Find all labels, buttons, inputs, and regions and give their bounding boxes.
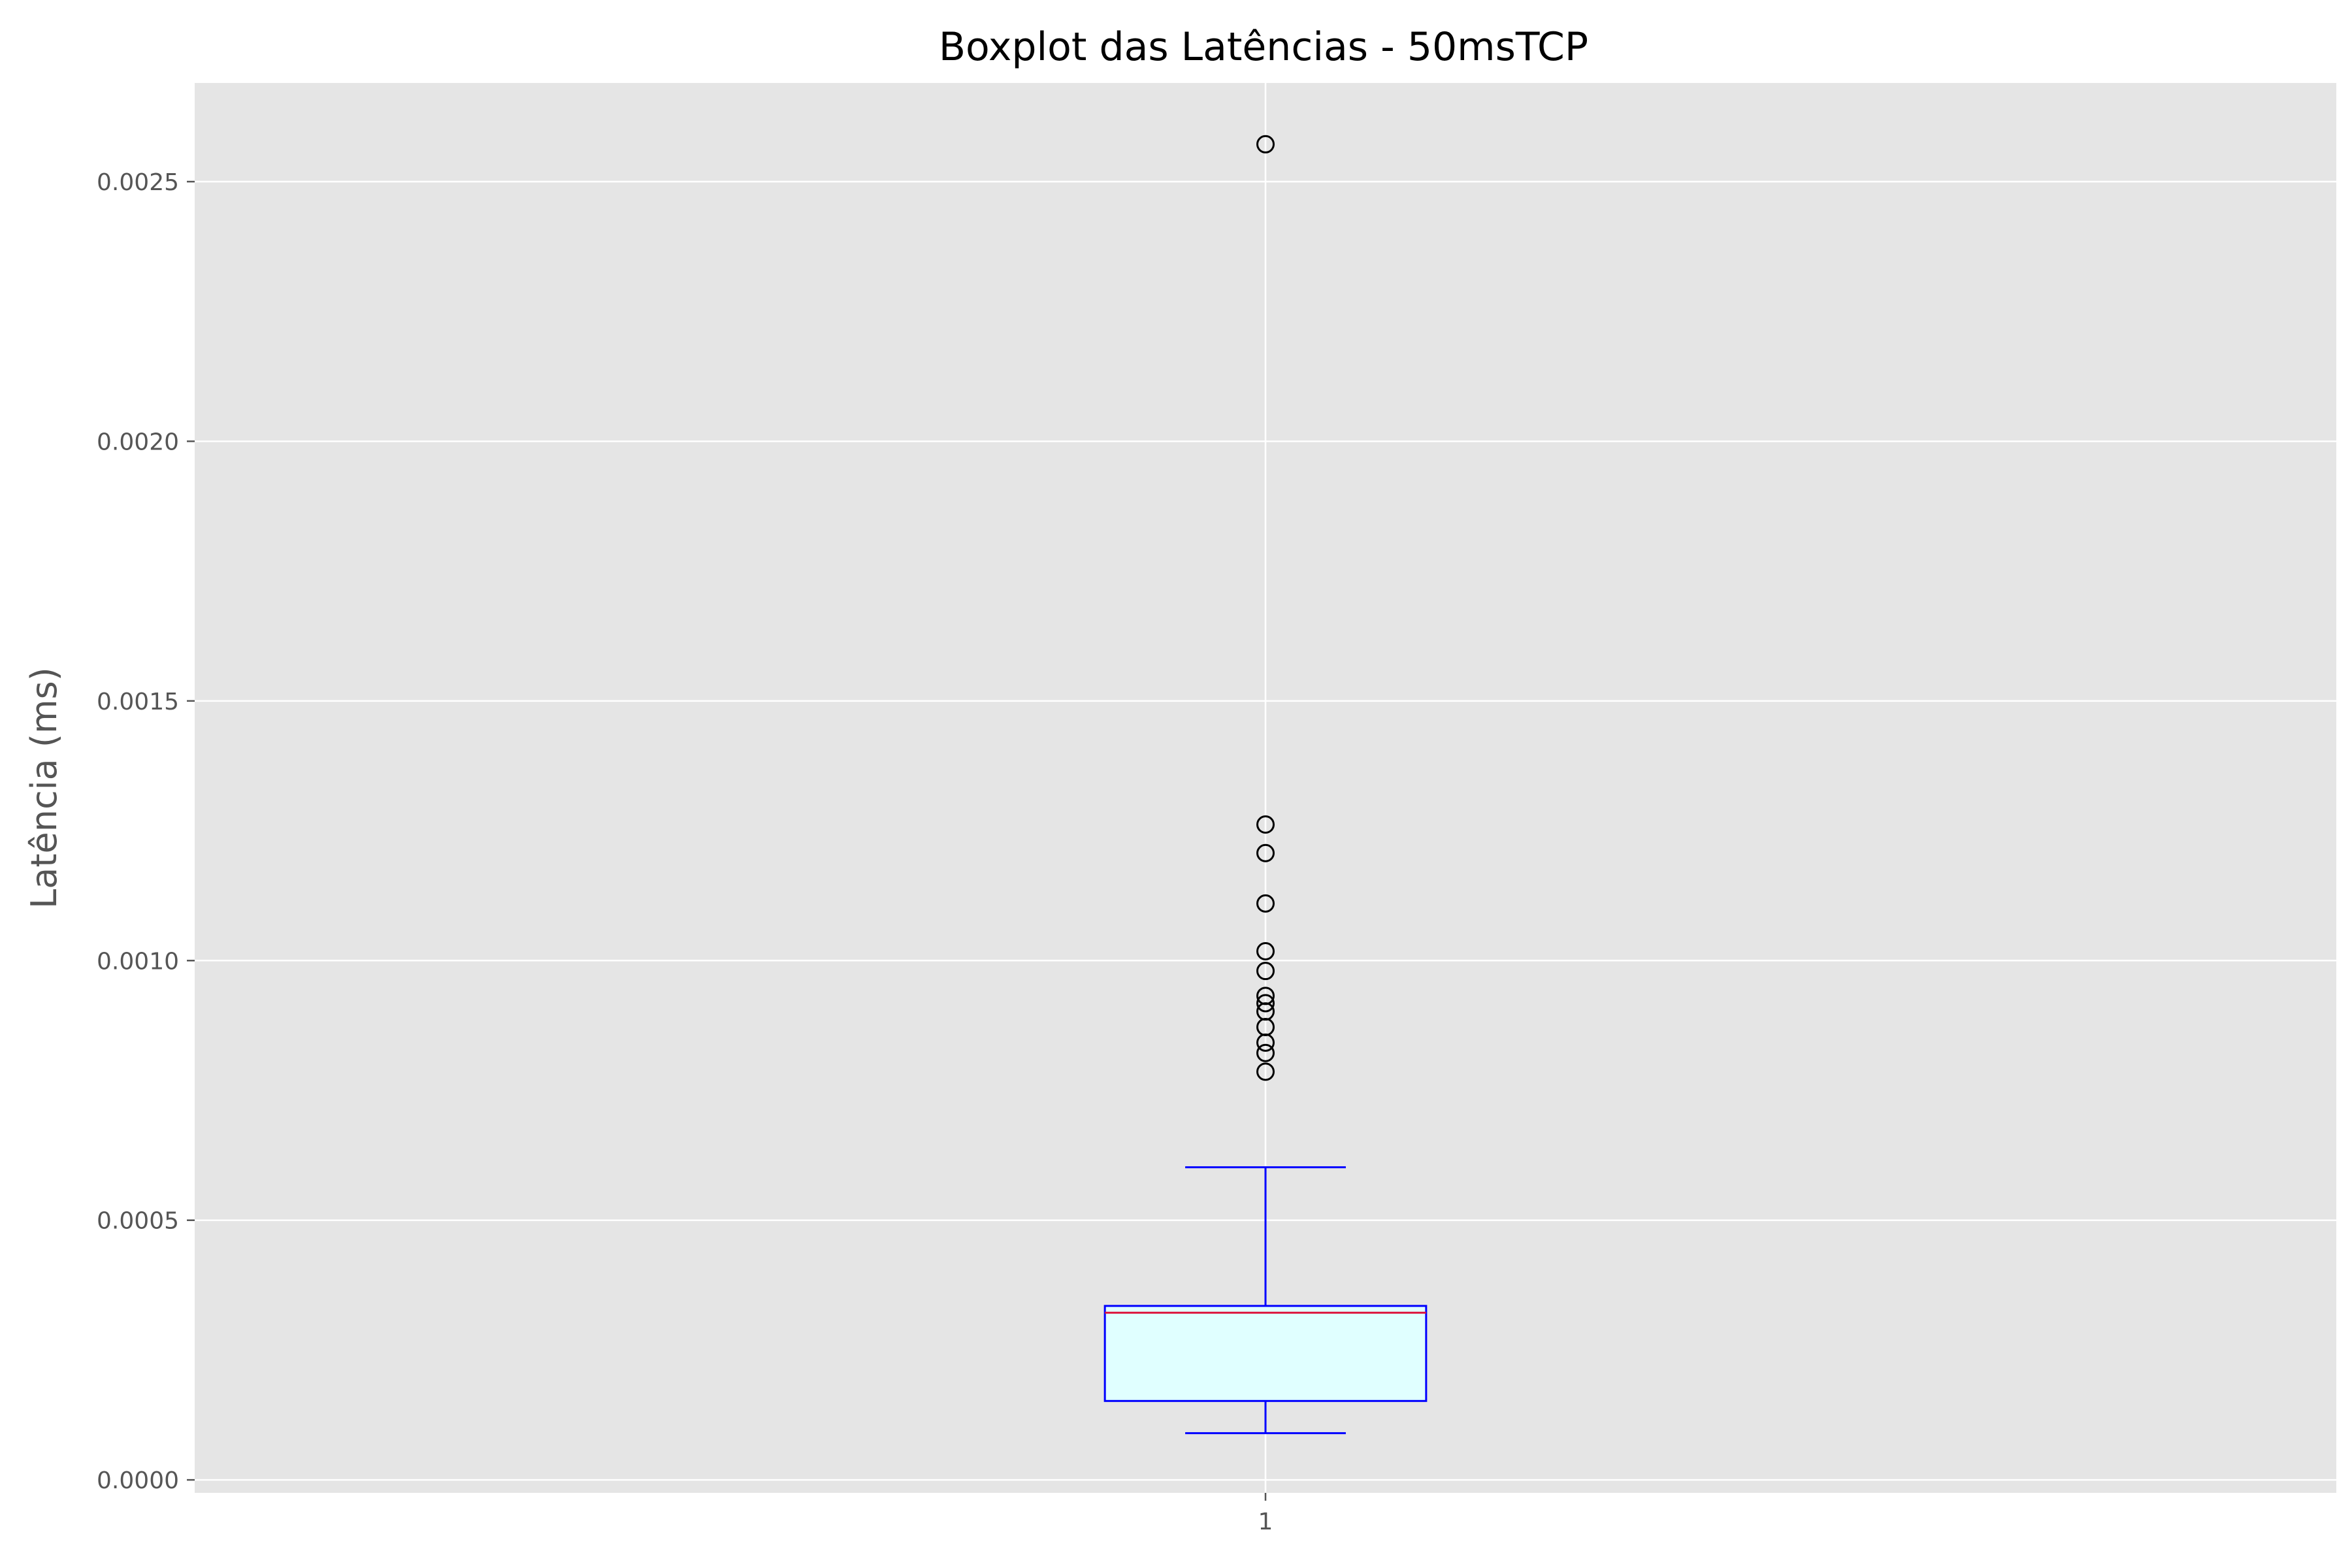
- outlier-point: [1256, 894, 1275, 913]
- x-tick-label: 1: [1258, 1509, 1273, 1535]
- chart-title: Boxplot das Latências - 50msTCP: [939, 24, 1588, 70]
- y-axis-ticks: 0.0000 0.0005 0.0010 0.0015 0.0020 0.0025: [97, 169, 195, 1494]
- y-tick-label: 0.0015: [97, 689, 179, 715]
- outlier-point: [1256, 962, 1275, 981]
- box-series: [1103, 135, 1428, 1435]
- iqr-box: [1103, 1305, 1428, 1402]
- outlier-point: [1256, 987, 1275, 1005]
- outlier-point: [1256, 843, 1275, 862]
- outlier-point: [1256, 1062, 1275, 1081]
- outlier-point: [1256, 815, 1275, 834]
- y-axis-label: Latência (ms): [24, 667, 65, 909]
- y-tick-label: 0.0010: [97, 948, 179, 975]
- outlier-point: [1256, 994, 1275, 1013]
- outlier-point: [1256, 941, 1275, 960]
- y-tick-label: 0.0005: [97, 1208, 179, 1235]
- y-tick-label: 0.0025: [97, 169, 179, 196]
- outlier-point: [1256, 135, 1275, 154]
- y-tick-label: 0.0000: [97, 1467, 179, 1494]
- y-tick-label: 0.0020: [97, 429, 179, 455]
- x-axis-ticks: 1: [1258, 1493, 1273, 1535]
- outlier-point: [1256, 1043, 1275, 1062]
- box-group: [1103, 135, 1428, 1435]
